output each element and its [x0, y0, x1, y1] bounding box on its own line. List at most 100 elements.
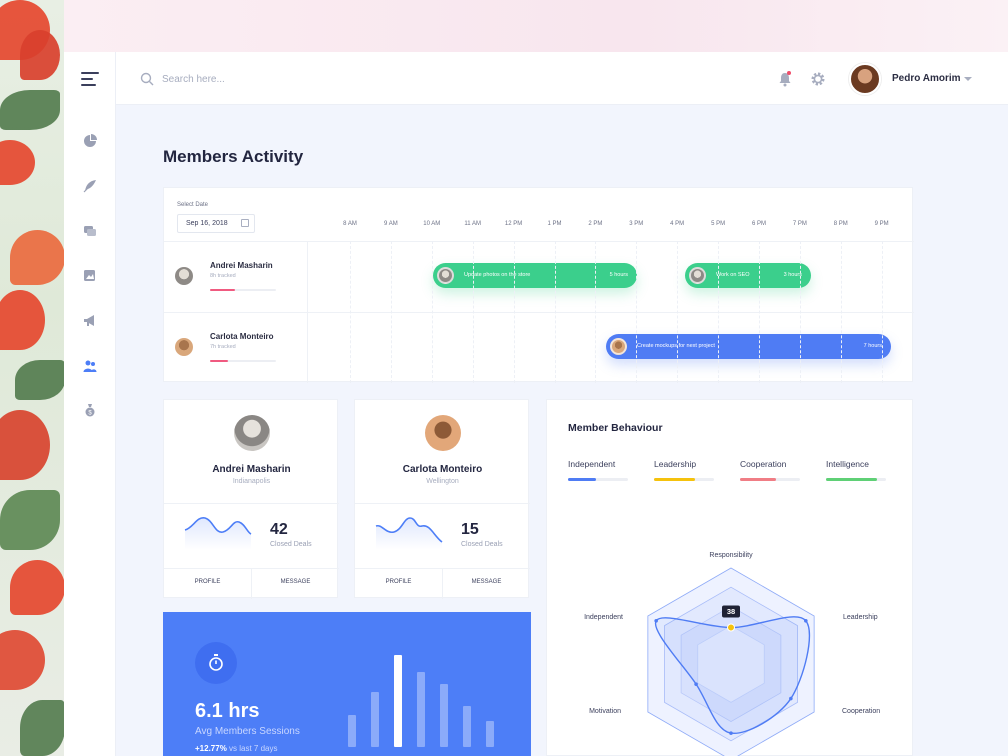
- megaphone-icon[interactable]: [82, 313, 98, 329]
- task-avatar: [689, 267, 706, 284]
- page-title: Members Activity: [163, 147, 304, 166]
- divider: [307, 241, 308, 383]
- session-bar: [371, 691, 379, 747]
- app-window: $ Pedro Amorim Members Activity Select D…: [64, 52, 1008, 756]
- user-avatar[interactable]: [849, 63, 881, 95]
- closed-deals-count: 42: [270, 521, 288, 538]
- radar-chart: 38: [647, 567, 815, 756]
- sidebar: $: [64, 52, 116, 756]
- chevron-down-icon[interactable]: [964, 77, 972, 81]
- radar-axis-label: Leadership: [843, 614, 878, 621]
- search-icon: [140, 72, 154, 86]
- behaviour-tab[interactable]: Independent: [568, 459, 616, 469]
- hour-label: 12 PM: [504, 221, 523, 227]
- hour-label: 7 PM: [792, 221, 807, 227]
- divider: [164, 312, 914, 313]
- behaviour-tab[interactable]: Cooperation: [740, 459, 787, 469]
- task-bar[interactable]: Create mockups for next project 7 hours: [606, 334, 891, 359]
- profile-name: Carlota Monteiro: [402, 464, 483, 475]
- behaviour-tab[interactable]: Intelligence: [826, 459, 870, 469]
- svg-text:$: $: [88, 411, 92, 417]
- message-button[interactable]: MESSAGE: [471, 579, 502, 585]
- hour-label: 11 AM: [464, 221, 481, 227]
- member-behaviour-card: Member Behaviour 38 Independent Leadershi…: [546, 399, 913, 756]
- hour-label: 2 PM: [588, 221, 603, 227]
- radar-point: [729, 731, 733, 735]
- behaviour-level-bar: [740, 478, 800, 481]
- task-hours: 3 hours: [783, 272, 802, 278]
- behaviour-title: Member Behaviour: [568, 422, 663, 434]
- sessions-label: Avg Members Sessions: [195, 726, 300, 737]
- radar-axis-label: Cooperation: [842, 708, 881, 715]
- grid-line: [595, 241, 597, 383]
- grid-line: [431, 241, 433, 383]
- sessions-card: 6.1 hrs Avg Members Sessions +12.77% vs …: [163, 612, 531, 756]
- notification-bell-icon[interactable]: [778, 71, 792, 87]
- sessions-value: 6.1 hrs: [195, 700, 260, 722]
- behaviour-tab[interactable]: Leadership: [654, 459, 697, 469]
- task-bar[interactable]: Update photos on the store 5 hours: [433, 263, 637, 288]
- divider: [251, 568, 252, 599]
- session-bar: [417, 671, 425, 747]
- sessions-delta: +12.77% vs last 7 days: [195, 744, 278, 753]
- radar-axis-label: Motivation: [589, 708, 621, 715]
- calendar-icon: [241, 219, 249, 227]
- stopwatch-icon: [195, 642, 237, 684]
- radar-point: [654, 619, 658, 623]
- profile-button[interactable]: PROFILE: [194, 579, 221, 585]
- task-label: Create mockups for next project: [637, 343, 715, 349]
- profile-card: Carlota Monteiro Wellington 15 Closed De…: [354, 399, 530, 599]
- user-name[interactable]: Pedro Amorim: [892, 73, 961, 84]
- tooltip-box: [722, 605, 740, 618]
- search-input[interactable]: [162, 69, 362, 89]
- task-hours: 5 hours: [609, 272, 628, 278]
- avatar: [425, 415, 461, 451]
- grid-line: [472, 241, 474, 383]
- radar-point: [694, 682, 698, 686]
- member-avatar: [175, 267, 193, 285]
- feather-icon[interactable]: [82, 178, 98, 194]
- session-bar: [440, 684, 448, 747]
- profile-city: Indianapolis: [232, 478, 271, 485]
- hour-label: 6 PM: [751, 221, 766, 227]
- grid-line: [759, 241, 760, 383]
- grid-line: [350, 241, 351, 383]
- tooltip-value: 38: [727, 607, 735, 616]
- grid-line: [881, 241, 883, 383]
- task-label: Update photos on the store: [464, 272, 531, 278]
- radar-axis-label: Independent: [584, 614, 623, 621]
- radar-point[interactable]: [727, 623, 735, 632]
- member-name[interactable]: Carlota Monteiro: [210, 332, 274, 341]
- money-bag-icon[interactable]: $: [82, 402, 98, 418]
- select-date-label: Select Date: [177, 202, 209, 208]
- gallery-icon[interactable]: [82, 268, 98, 284]
- hour-label: 9 PM: [874, 221, 889, 227]
- behaviour-level-bar: [568, 478, 628, 481]
- date-picker[interactable]: Sep 16, 2018: [177, 214, 255, 233]
- hour-label: 9 AM: [384, 221, 398, 227]
- chat-icon[interactable]: [82, 223, 98, 239]
- tracked-progress-bar: [210, 289, 276, 291]
- users-icon[interactable]: [82, 358, 98, 374]
- profile-card: Andrei Masharin Indianapolis 42 Closed D…: [163, 399, 339, 599]
- member-name[interactable]: Andrei Masharin: [210, 261, 273, 270]
- profile-button[interactable]: PROFILE: [385, 579, 412, 585]
- message-button[interactable]: MESSAGE: [280, 579, 311, 585]
- background-top: [64, 0, 1008, 52]
- background-photo: [0, 0, 64, 756]
- gear-icon[interactable]: [810, 71, 826, 87]
- task-bar[interactable]: Work on SEO 3 hours: [685, 263, 811, 288]
- grid-line: [718, 241, 720, 383]
- closed-deals-label: Closed Deals: [270, 541, 312, 548]
- grid-line: [513, 241, 515, 383]
- delta-value: +12.77%: [195, 744, 227, 753]
- behaviour-level-bar: [654, 478, 714, 481]
- grid-line: [799, 241, 801, 383]
- menu-icon[interactable]: [81, 72, 99, 86]
- hour-label: 5 PM: [711, 221, 726, 227]
- task-label: Work on SEO: [716, 272, 750, 278]
- grid-line: [390, 241, 392, 383]
- activity-timeline: Select Date Sep 16, 2018 Andrei Masharin…: [163, 187, 914, 383]
- pie-chart-icon[interactable]: [82, 133, 98, 149]
- hour-label: 3 PM: [629, 221, 644, 227]
